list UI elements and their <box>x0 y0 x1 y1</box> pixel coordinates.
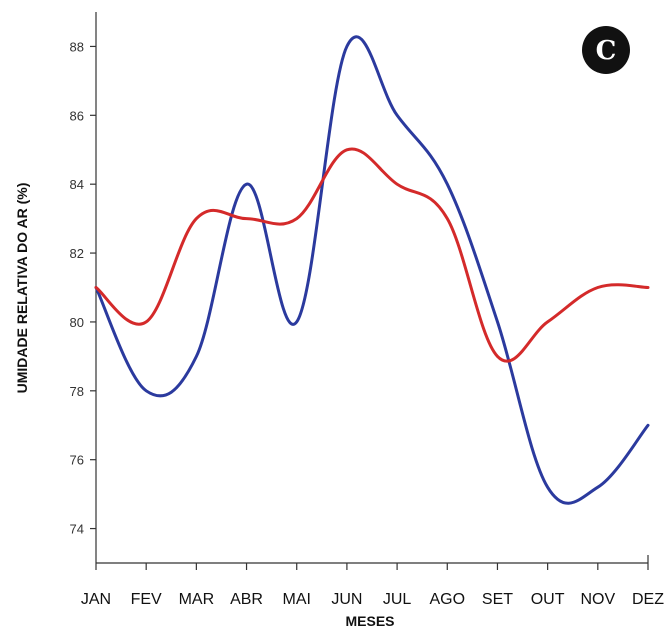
series-line-1 <box>94 35 650 505</box>
badge-letter: C <box>596 36 617 66</box>
x-tick-label: FEV <box>131 591 162 608</box>
y-tick-label: 86 <box>70 108 84 123</box>
y-tick-label: 78 <box>70 384 84 399</box>
x-tick-label: JUL <box>383 591 412 608</box>
y-tick-label: 88 <box>70 39 84 54</box>
x-tick-label: MAR <box>179 591 215 608</box>
x-tick-label: NOV <box>580 591 615 608</box>
y-tick-label: 76 <box>70 453 84 468</box>
x-ticks: JAN FEV MAR ABR MAI JUN JUL AGO SET OUT NOV DEZ <box>81 563 664 608</box>
series-lines <box>94 35 650 505</box>
y-axis-label: UMIDADE RELATIVA DO AR (%) <box>14 183 30 394</box>
y-tick-label: 84 <box>70 177 84 192</box>
x-axis-label: MESES <box>345 613 394 629</box>
y-tick-label: 80 <box>70 315 84 330</box>
badge-circle <box>582 26 630 74</box>
x-tick-label: JAN <box>81 591 111 608</box>
x-tick-label: SET <box>482 591 513 608</box>
panel-badge: C <box>582 26 630 74</box>
series-line-2 <box>94 147 650 363</box>
axes <box>95 12 649 564</box>
y-tick-label: 82 <box>70 246 84 261</box>
y-tick-label: 74 <box>70 522 84 537</box>
x-tick-label: AGO <box>429 591 465 608</box>
x-tick-label: JUN <box>331 591 362 608</box>
y-ticks: 74 76 78 80 82 84 86 88 <box>70 39 96 537</box>
x-tick-label: MAI <box>283 591 311 608</box>
x-tick-label: DEZ <box>632 591 664 608</box>
x-tick-label: ABR <box>230 591 263 608</box>
x-tick-label: OUT <box>531 591 565 608</box>
